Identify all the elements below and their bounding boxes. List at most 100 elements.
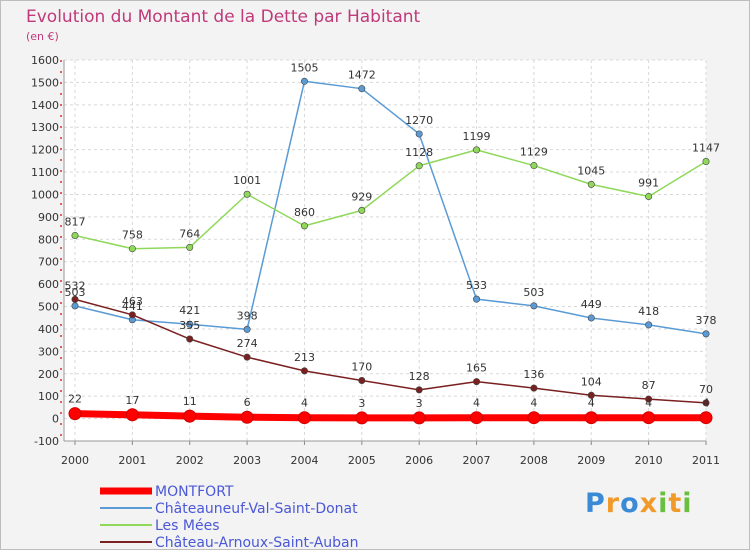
data-point <box>186 320 194 328</box>
unit-label: (en €) <box>26 30 59 43</box>
data-label: 6 <box>244 396 251 409</box>
data-label: 213 <box>294 351 315 364</box>
data-point <box>186 335 194 343</box>
data-label: 4 <box>703 397 710 410</box>
y-tick-label: 1100 <box>31 166 59 179</box>
data-label: 4 <box>301 397 308 410</box>
data-point <box>587 391 595 399</box>
data-point <box>642 411 656 425</box>
data-label: 165 <box>466 362 487 375</box>
data-label: 104 <box>581 375 602 388</box>
x-tick-label: 2003 <box>233 454 261 467</box>
data-point <box>699 411 713 425</box>
logo-letter: t <box>668 488 683 519</box>
series-line <box>74 298 707 404</box>
y-tick-label: 1200 <box>31 144 59 157</box>
x-tick-label: 2010 <box>635 454 663 467</box>
data-point <box>358 85 366 93</box>
data-point <box>297 411 311 425</box>
x-tick-label: 2005 <box>348 454 376 467</box>
y-tick-label: 200 <box>38 368 59 381</box>
data-point <box>355 411 369 425</box>
data-label: 532 <box>65 279 86 292</box>
y-tick-label: 800 <box>38 233 59 246</box>
data-label: 860 <box>294 206 315 219</box>
data-label: 503 <box>523 286 544 299</box>
y-tick-label: 400 <box>38 323 59 336</box>
data-label: 128 <box>409 370 430 383</box>
data-point <box>243 190 251 198</box>
data-point <box>300 77 308 85</box>
data-point <box>530 302 538 310</box>
x-tick-label: 2009 <box>577 454 605 467</box>
data-label: 3 <box>358 397 365 410</box>
series-line <box>71 410 710 422</box>
data-label: 991 <box>638 176 659 189</box>
y-tick-label: 900 <box>38 211 59 224</box>
series-2: 817 758 764 1001 860 929 1128 1199 1129 1045 991 11… <box>65 130 720 253</box>
data-label: 929 <box>351 190 372 203</box>
y-tick-label: 1600 <box>31 54 59 67</box>
data-point <box>68 407 82 421</box>
legend-label: Châteauneuf-Val-Saint-Donat <box>155 501 358 517</box>
data-label: 398 <box>237 309 258 322</box>
data-label: 418 <box>638 305 659 318</box>
data-point <box>473 146 481 154</box>
logo-letter: i <box>658 488 669 519</box>
data-point <box>527 411 541 425</box>
data-point <box>702 330 710 338</box>
series-line <box>74 80 707 335</box>
data-point <box>530 384 538 392</box>
data-point <box>300 367 308 375</box>
data-label: 817 <box>65 215 86 228</box>
logo-letter: o <box>620 488 640 519</box>
logo-letter: r <box>605 488 621 519</box>
data-label: 758 <box>122 229 143 242</box>
x-tick-label: 2001 <box>118 454 146 467</box>
logo-letter: x <box>639 488 659 519</box>
data-label: 1505 <box>290 61 318 74</box>
y-tick-label: 1300 <box>31 121 59 134</box>
chart-title: Evolution du Montant de la Dette par Hab… <box>26 7 421 27</box>
x-tick-label: 2011 <box>692 454 720 467</box>
data-point <box>243 325 251 333</box>
data-point <box>473 378 481 386</box>
data-point <box>240 410 254 424</box>
data-label: 1001 <box>233 174 261 187</box>
data-label: 463 <box>122 295 143 308</box>
y-tick-label: 1000 <box>31 188 59 201</box>
data-point <box>300 222 308 230</box>
data-point <box>243 353 251 361</box>
data-label: 17 <box>125 394 139 407</box>
data-label: 503 <box>65 286 86 299</box>
data-point <box>645 395 653 403</box>
x-tick-label: 2008 <box>520 454 548 467</box>
data-point <box>412 411 426 425</box>
y-tick-label: 100 <box>38 390 59 403</box>
data-point <box>702 399 710 407</box>
data-label: 274 <box>237 337 258 350</box>
y-tick-label: 600 <box>38 278 59 291</box>
grid <box>64 59 707 442</box>
data-label: 533 <box>466 279 487 292</box>
data-label: 22 <box>68 393 82 406</box>
data-label: 1270 <box>405 114 433 127</box>
data-label: 170 <box>351 360 372 373</box>
data-point <box>415 162 423 170</box>
data-point <box>587 180 595 188</box>
legend-label: MONTFORT <box>155 484 234 500</box>
data-point <box>71 231 79 239</box>
data-point <box>584 411 598 425</box>
data-label: 136 <box>523 368 544 381</box>
data-label: 87 <box>642 379 656 392</box>
x-tick-label: 2002 <box>176 454 204 467</box>
series-1: 503 441 421 398 1505 1472 1270 533 503 449 418 378 <box>65 61 717 338</box>
logo-letter: P <box>585 488 606 519</box>
y-tick-label: -100 <box>34 435 59 448</box>
data-label: 4 <box>530 397 537 410</box>
data-point <box>128 311 136 319</box>
data-label: 1045 <box>577 164 605 177</box>
data-label: 70 <box>699 383 713 396</box>
